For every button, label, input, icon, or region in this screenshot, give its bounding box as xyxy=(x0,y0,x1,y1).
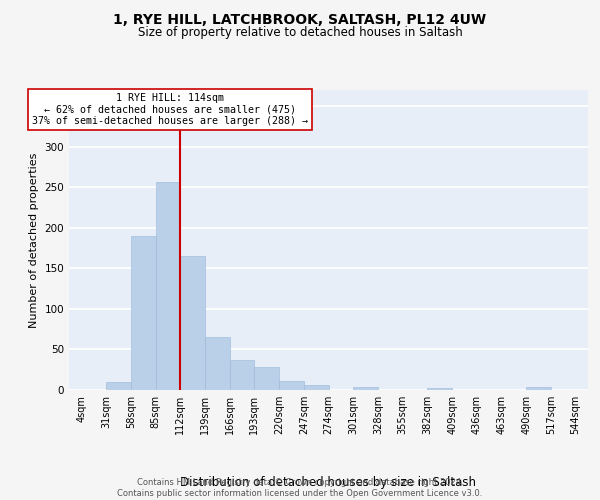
Text: 1, RYE HILL, LATCHBROOK, SALTASH, PL12 4UW: 1, RYE HILL, LATCHBROOK, SALTASH, PL12 4… xyxy=(113,12,487,26)
Bar xyxy=(353,387,378,390)
Bar xyxy=(427,388,452,390)
Bar xyxy=(106,382,131,390)
X-axis label: Distribution of detached houses by size in Saltash: Distribution of detached houses by size … xyxy=(181,476,476,489)
Bar xyxy=(180,256,205,390)
Y-axis label: Number of detached properties: Number of detached properties xyxy=(29,152,39,328)
Text: Size of property relative to detached houses in Saltash: Size of property relative to detached ho… xyxy=(137,26,463,39)
Text: Contains HM Land Registry data © Crown copyright and database right 2024.
Contai: Contains HM Land Registry data © Crown c… xyxy=(118,478,482,498)
Bar xyxy=(155,182,180,390)
Bar xyxy=(205,338,230,390)
Bar xyxy=(304,385,329,390)
Bar xyxy=(131,236,155,390)
Bar xyxy=(526,387,551,390)
Bar xyxy=(230,360,254,390)
Bar xyxy=(254,368,279,390)
Text: 1 RYE HILL: 114sqm
← 62% of detached houses are smaller (475)
37% of semi-detach: 1 RYE HILL: 114sqm ← 62% of detached hou… xyxy=(32,93,308,126)
Bar xyxy=(279,381,304,390)
